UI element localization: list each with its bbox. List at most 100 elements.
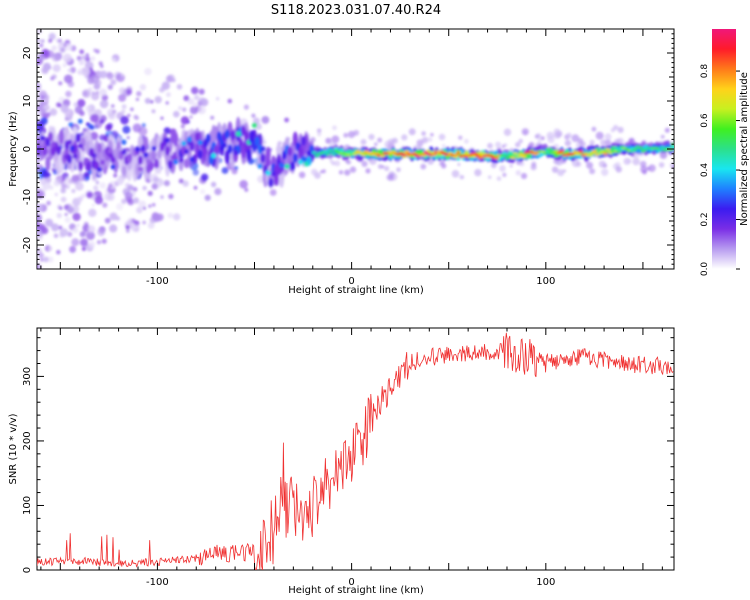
ridge-cell: [654, 147, 660, 150]
noise-point: [64, 216, 71, 223]
ridge-cell: [64, 154, 70, 160]
noise-point: [98, 61, 103, 66]
noise-point: [99, 99, 109, 109]
noise-point: [46, 50, 55, 58]
ridge-cell: [287, 146, 293, 157]
ridge-cell: [197, 139, 203, 146]
ridge-cell: [311, 151, 317, 154]
noise-point: [601, 168, 609, 176]
noise-point: [60, 104, 69, 113]
ridge-cell: [143, 152, 149, 158]
noise-point: [515, 142, 521, 148]
noise-point: [46, 112, 51, 117]
noise-point: [459, 174, 464, 180]
noise-point: [99, 134, 106, 141]
noise-point: [519, 161, 525, 167]
noise-point: [139, 84, 147, 91]
noise-point: [421, 131, 426, 136]
ridge-cell: [360, 153, 366, 156]
noise-point: [79, 49, 85, 55]
noise-point: [165, 92, 171, 98]
noise-point: [91, 114, 100, 123]
noise-point: [193, 185, 198, 190]
noise-point: [598, 160, 606, 168]
noise-point: [430, 133, 434, 137]
noise-point: [38, 103, 43, 107]
noise-point: [63, 43, 67, 48]
noise-point: [132, 186, 138, 192]
noise-point: [165, 75, 173, 83]
snr-ylabel: SNR (10 * v/v): [8, 413, 19, 484]
ridge-cell: [243, 130, 249, 141]
ridge-cell: [404, 150, 410, 154]
y-tick-label: 0: [22, 567, 33, 573]
colorbar-tick-label: 0.2: [700, 212, 710, 226]
noise-point: [221, 167, 229, 174]
ridge-cell: [526, 153, 532, 159]
noise-point: [251, 113, 256, 118]
noise-point: [56, 212, 63, 219]
noise-point: [51, 223, 59, 232]
noise-point: [42, 104, 50, 112]
noise-point: [392, 137, 398, 144]
ridge-cell: [50, 141, 56, 147]
noise-point: [134, 115, 140, 121]
ridge-cell: [75, 132, 81, 143]
ridge-cell: [328, 149, 334, 153]
ridge-cell: [249, 138, 255, 144]
noise-point: [571, 134, 580, 143]
noise-point: [93, 185, 99, 191]
noise-point: [113, 173, 118, 178]
noise-point: [73, 102, 78, 107]
noise-point: [121, 198, 127, 204]
noise-point: [144, 97, 151, 104]
noise-point: [96, 91, 99, 94]
ridge-cell: [189, 141, 195, 151]
noise-point: [127, 218, 134, 224]
noise-point: [37, 203, 43, 213]
ridge-cell: [164, 137, 171, 143]
noise-point: [535, 133, 542, 139]
noise-point: [547, 135, 555, 144]
noise-point: [521, 128, 529, 136]
noise-point: [384, 165, 390, 172]
ridge-cell: [227, 144, 233, 154]
ridge-cell: [314, 154, 320, 157]
ridge-cell: [270, 171, 277, 177]
ridge-cell: [232, 150, 239, 156]
noise-point: [349, 166, 357, 173]
ridge-cell: [121, 149, 127, 155]
noise-point: [89, 67, 93, 71]
noise-point: [192, 169, 199, 176]
noise-point: [77, 99, 86, 108]
noise-point: [150, 100, 154, 104]
noise-point: [84, 56, 91, 62]
noise-point: [595, 131, 604, 140]
ridge-cell: [77, 143, 84, 149]
noise-point: [39, 178, 47, 185]
noise-point: [51, 45, 57, 51]
noise-point: [111, 104, 115, 108]
noise-point: [571, 159, 580, 168]
noise-point: [369, 157, 377, 165]
noise-point: [458, 135, 463, 140]
noise-point: [658, 162, 665, 168]
noise-point: [200, 189, 206, 195]
ridge-cell: [431, 153, 437, 156]
noise-point: [160, 116, 164, 120]
noise-point: [151, 109, 156, 114]
ridge-cell: [559, 149, 565, 153]
ridge-cell: [45, 156, 51, 172]
noise-point: [56, 250, 61, 255]
noise-point: [110, 79, 117, 86]
noise-point: [58, 225, 63, 230]
noise-point: [120, 73, 124, 77]
ridge-cell: [292, 153, 298, 163]
ridge-cell: [325, 153, 331, 156]
noise-point: [377, 164, 383, 170]
noise-point: [59, 206, 63, 210]
noise-point: [639, 160, 647, 168]
ridge-cell: [265, 170, 271, 176]
noise-point: [115, 216, 121, 221]
ridge-cell: [510, 156, 516, 160]
